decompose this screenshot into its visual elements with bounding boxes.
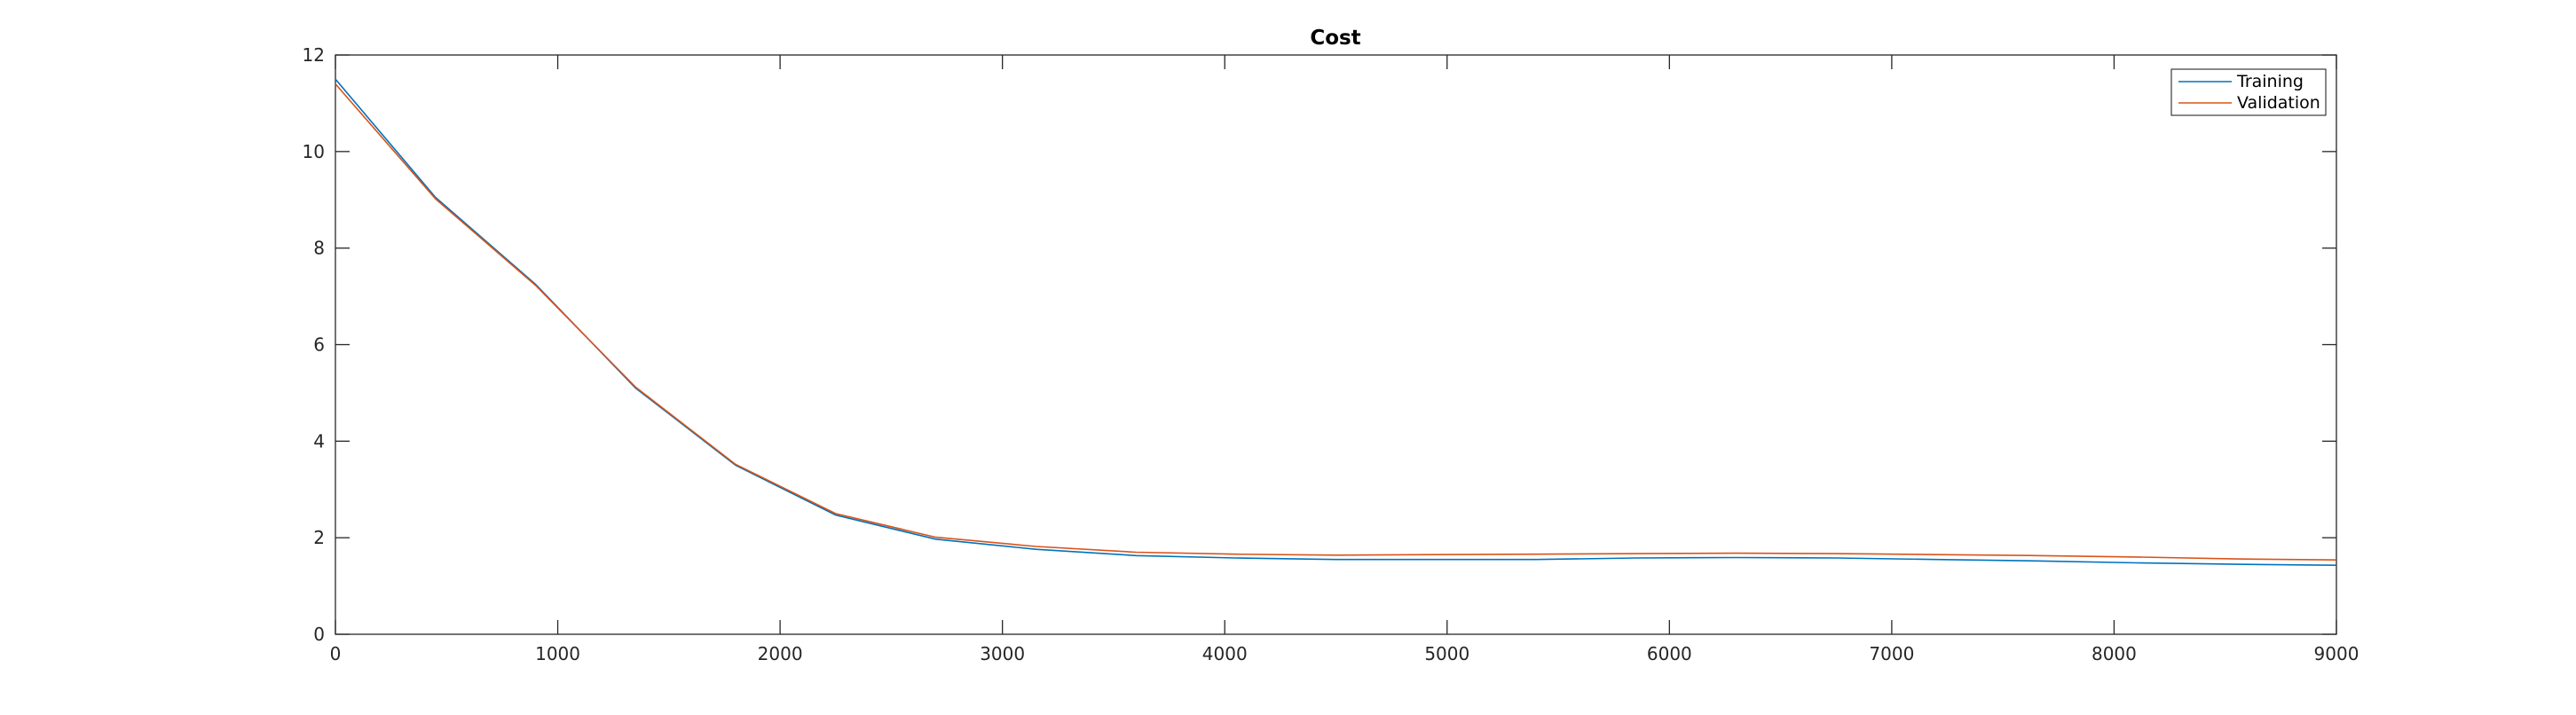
legend: Training Validation — [2170, 68, 2327, 116]
y-tick-label: 2 — [313, 527, 325, 548]
x-tick-label: 2000 — [758, 643, 803, 664]
legend-entry-training: Training — [2236, 72, 2304, 91]
x-tick-label: 4000 — [1202, 643, 1248, 664]
x-tick-label: 1000 — [535, 643, 580, 664]
x-axis: 0 1000 2000 3000 4000 5000 6000 7000 8000 9000 — [330, 55, 2359, 664]
y-tick-label: 12 — [303, 44, 325, 66]
y-tick-label: 0 — [313, 624, 325, 645]
y-tick-label: 8 — [313, 238, 325, 259]
x-tick-label: 5000 — [1424, 643, 1469, 664]
x-tick-label: 9000 — [2314, 643, 2359, 664]
x-tick-label: 3000 — [980, 643, 1025, 664]
y-tick-label: 4 — [313, 430, 325, 452]
series-lines — [335, 78, 2337, 566]
legend-entry-validation: Validation — [2237, 93, 2320, 113]
y-axis: 0 2 4 6 8 10 12 — [303, 44, 2336, 645]
x-tick-label: 7000 — [1869, 643, 1914, 664]
y-tick-label: 10 — [303, 141, 325, 162]
plot-box — [335, 54, 2337, 635]
plot-area — [335, 54, 2337, 635]
x-tick-label: 8000 — [2092, 643, 2137, 664]
series-line-training — [335, 78, 2337, 566]
legend-box — [2170, 68, 2327, 116]
chart-title: Cost — [1310, 27, 1360, 50]
series-line-validation — [335, 83, 2337, 561]
y-tick-label: 6 — [313, 334, 325, 356]
x-tick-label: 6000 — [1647, 643, 1692, 664]
x-tick-label: 0 — [330, 643, 342, 664]
